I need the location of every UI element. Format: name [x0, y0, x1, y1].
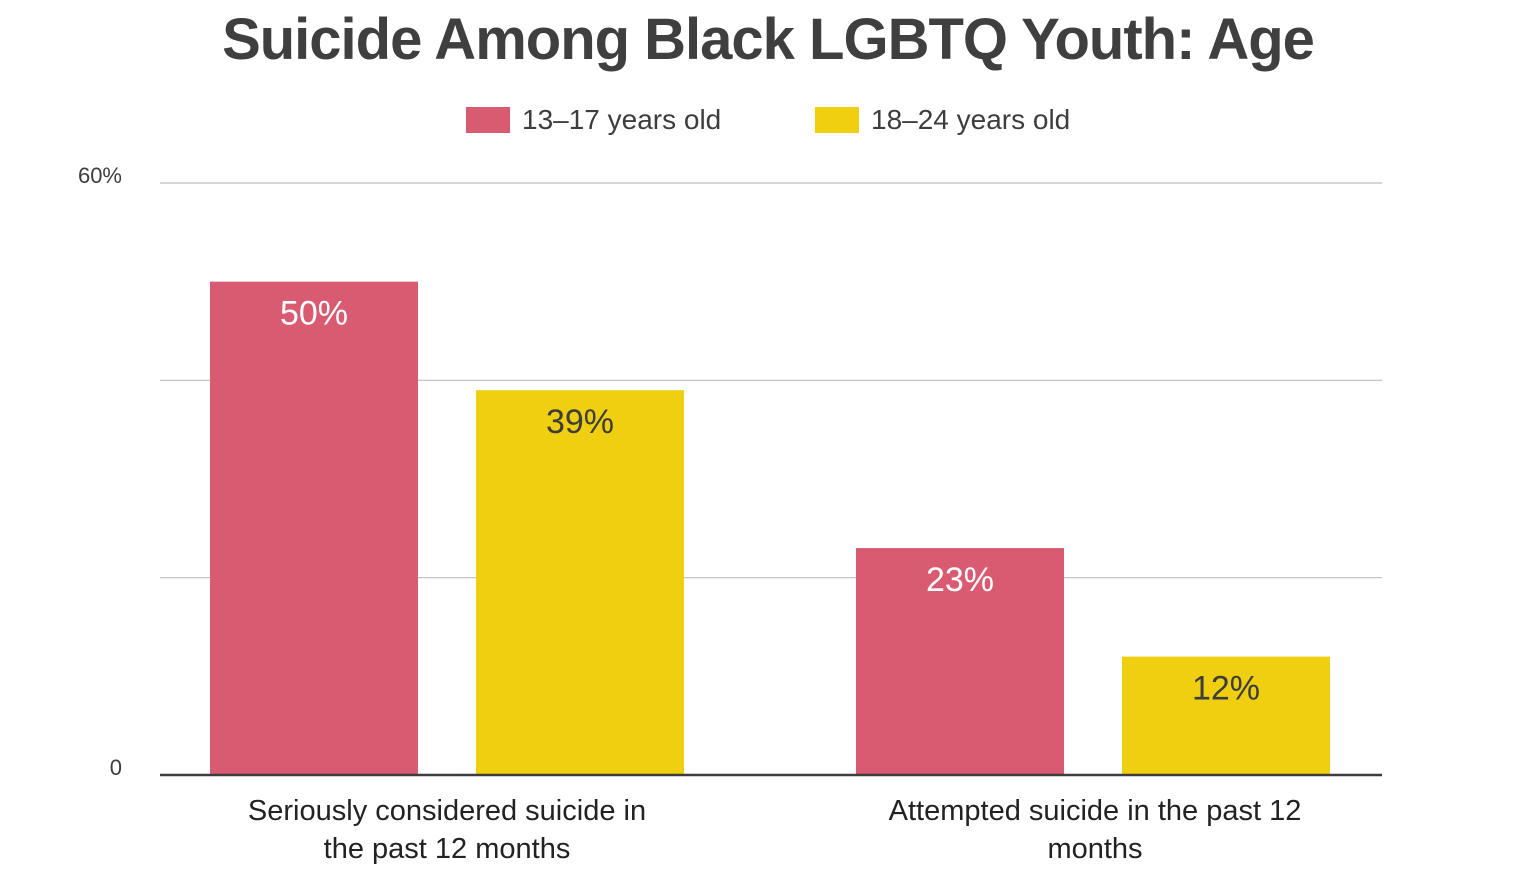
bar-13-17-attempted	[856, 548, 1064, 775]
y-tick-label-bottom: 0	[110, 755, 122, 780]
data-label-13-17-attempted: 23%	[926, 561, 994, 599]
category-label-considered: Seriously considered suicide in the past…	[247, 795, 647, 865]
chart-legend: 13–17 years old 18–24 years old	[0, 100, 1536, 140]
bar-18-24-attempted	[1122, 656, 1330, 775]
category-label-attempted: Attempted suicide in the past 12 months	[888, 795, 1302, 865]
bar-18-24-considered	[476, 390, 684, 775]
legend-swatch-13-17	[466, 107, 510, 133]
data-label-13-17-considered: 50%	[280, 295, 348, 333]
legend-item-13-17: 13–17 years old	[466, 100, 721, 140]
legend-label-18-24: 18–24 years old	[871, 104, 1071, 135]
bar-13-17-considered	[210, 281, 418, 775]
legend-label-13-17: 13–17 years old	[522, 104, 722, 135]
legend-item-18-24: 18–24 years old	[815, 100, 1070, 140]
legend-swatch-18-24	[815, 107, 859, 133]
y-tick-label-top: 60%	[78, 163, 122, 188]
chart-title: Suicide Among Black LGBTQ Youth: Age	[222, 7, 1315, 72]
data-label-18-24-considered: 39%	[546, 403, 614, 441]
data-label-18-24-attempted: 12%	[1192, 670, 1260, 708]
